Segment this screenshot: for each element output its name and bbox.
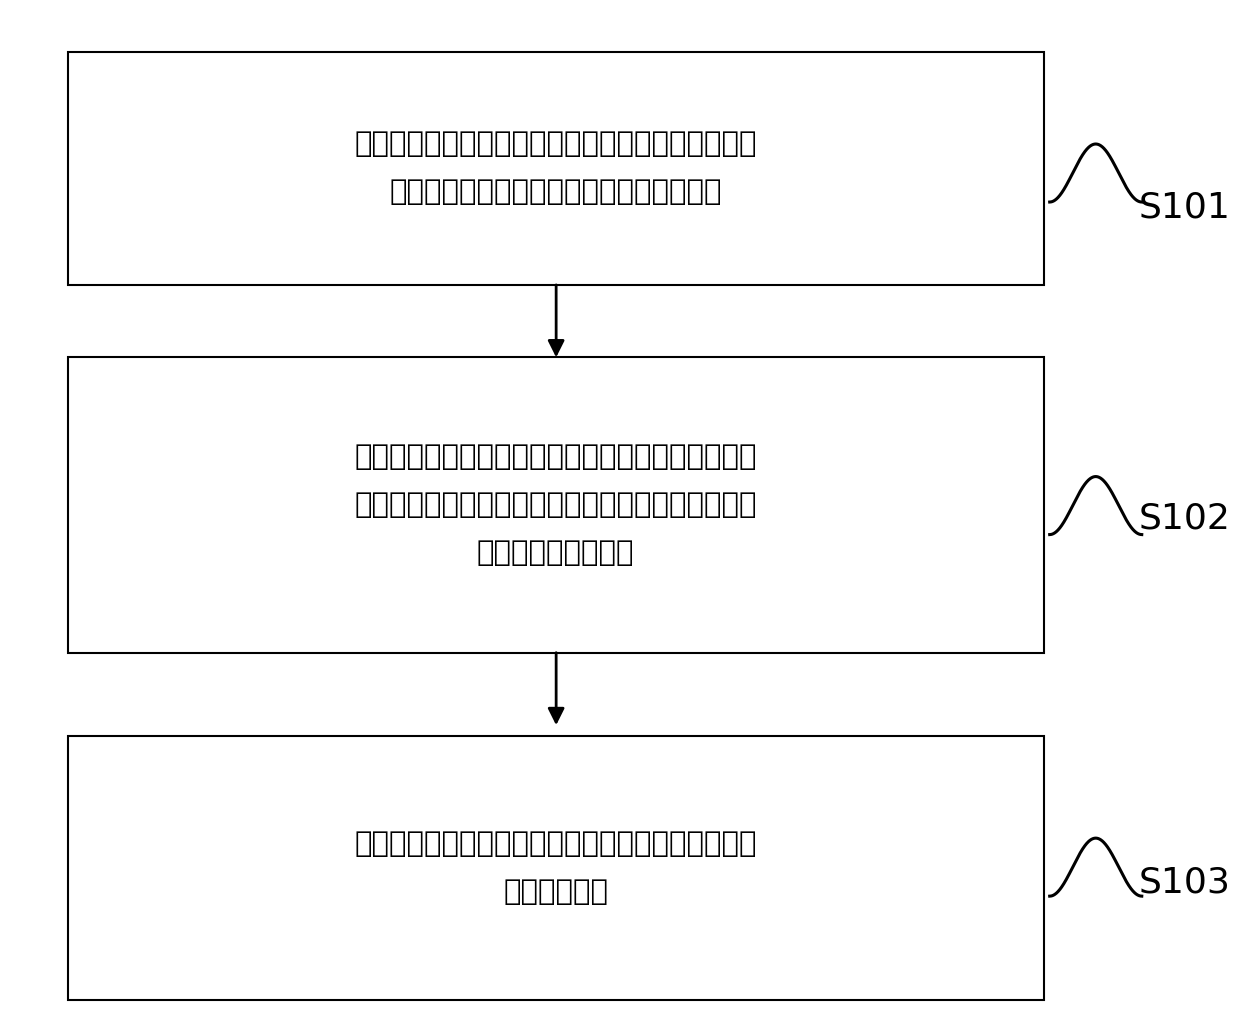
Text: S102: S102: [1138, 501, 1230, 535]
FancyBboxPatch shape: [67, 52, 1044, 285]
Text: S101: S101: [1138, 191, 1230, 224]
FancyBboxPatch shape: [67, 357, 1044, 653]
Text: 若机床上不存在物料，触发第一请求物料消息至智能
仓储系统，其中，智能仓储系统存储了多种物料，并
与智能运输小车通信: 若机床上不存在物料，触发第一请求物料消息至智能 仓储系统，其中，智能仓储系统存储…: [355, 443, 756, 567]
FancyBboxPatch shape: [67, 736, 1044, 1000]
Text: S103: S103: [1138, 866, 1230, 899]
Text: 智能仓储系统响应第一请求物料消息，控制智能运输
小车运送物料: 智能仓储系统响应第一请求物料消息，控制智能运输 小车运送物料: [355, 830, 756, 905]
Text: 通过日标机器人检测机床上是否存在物料，其中，物
料是在机床上当前待加工的产品所需的材料: 通过日标机器人检测机床上是否存在物料，其中，物 料是在机床上当前待加工的产品所需…: [355, 131, 756, 206]
